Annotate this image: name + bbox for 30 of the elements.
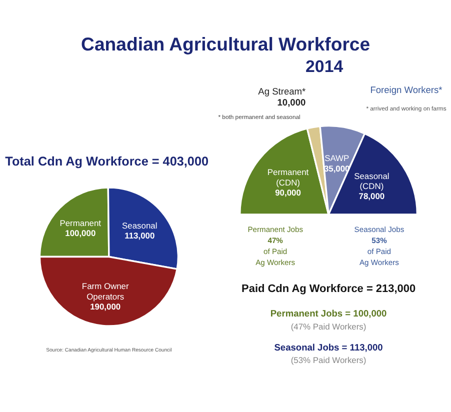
- data-label: 90,000: [275, 187, 302, 198]
- data-label: 190,000: [90, 301, 121, 312]
- text: Canadian Agricultural Workforce: [81, 34, 370, 55]
- text: Ag Workers: [256, 258, 296, 268]
- slice-label: Ag Stream*: [258, 86, 306, 96]
- text: Permanent Jobs = 100,000: [270, 308, 387, 319]
- text: of Paid: [367, 247, 392, 256]
- text: of Paid: [264, 247, 288, 256]
- data-label: 78,000: [358, 191, 385, 202]
- data-label: 113,000: [124, 230, 155, 240]
- text: Paid Cdn Ag Workforce = 213,000: [242, 283, 416, 296]
- category-label: Permanent (CDN): [267, 167, 309, 188]
- slice-label: Permanent: [60, 218, 102, 228]
- chart-subtitle: Total Cdn Ag Workforce = 403,000: [5, 154, 209, 169]
- data-label: 10,000: [277, 97, 306, 108]
- category-label: Seasonal (CDN): [354, 170, 390, 192]
- slice-label: SAWP: [324, 153, 350, 164]
- text: Seasonal Jobs = 113,000: [274, 342, 383, 352]
- slice-label: Farm Owner Operators: [82, 281, 129, 302]
- text: 53%: [372, 236, 388, 246]
- text: (53% Paid Workers): [290, 355, 366, 366]
- chart-title: 2014: [306, 56, 344, 76]
- text: Ag Workers: [359, 258, 400, 268]
- text: Foreign Workers*: [370, 84, 443, 95]
- text: Seasonal Jobs: [354, 225, 404, 234]
- text: 47%: [268, 236, 284, 246]
- data-label: 100,000: [65, 228, 96, 238]
- text: Permanent Jobs: [248, 225, 304, 234]
- slice-label: Seasonal: [122, 220, 158, 230]
- text: (47% Paid Workers): [290, 321, 366, 332]
